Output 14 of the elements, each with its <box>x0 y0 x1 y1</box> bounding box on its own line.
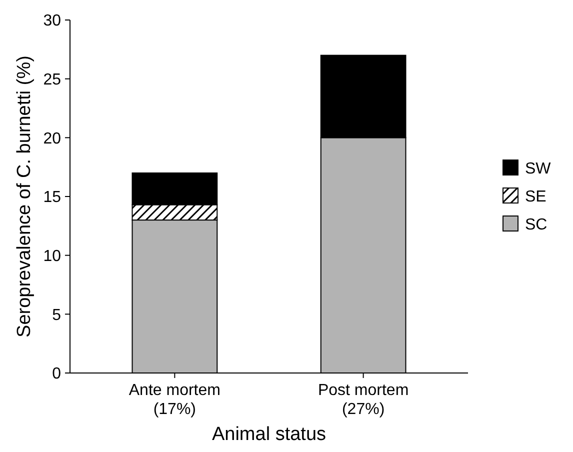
y-axis-title: Seroprevalence of C. burnetti (%) <box>14 56 35 338</box>
y-tick-label: 5 <box>52 306 62 324</box>
legend-label: SW <box>525 160 552 178</box>
y-tick-label: 15 <box>43 189 62 206</box>
x-tick-label: Post mortem (27%) <box>318 382 409 418</box>
x-tick-label: Ante mortem (17%) <box>128 382 220 418</box>
y-tick-label: 20 <box>43 130 62 148</box>
legend-label: SE <box>525 188 546 206</box>
y-tick-label: 25 <box>43 71 62 88</box>
y-tick-label: 30 <box>43 12 62 30</box>
legend-label: SC <box>525 216 548 234</box>
y-tick-label: 0 <box>52 366 62 383</box>
x-axis-title: Animal status <box>212 424 326 445</box>
y-tick-label: 10 <box>43 248 62 265</box>
